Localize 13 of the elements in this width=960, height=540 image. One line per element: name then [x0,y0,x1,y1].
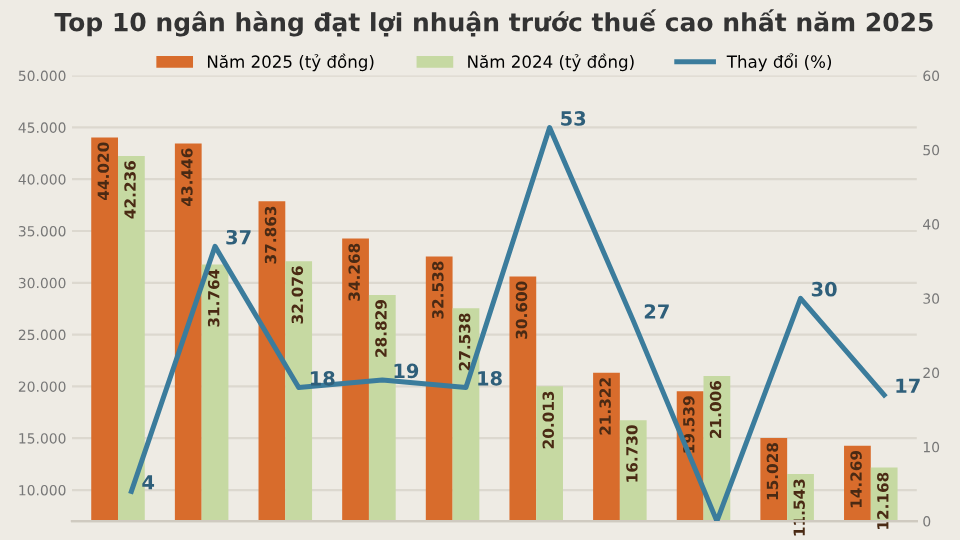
data-label: 18 [310,370,335,386]
legend-label: Thay đổi (%) [726,53,832,72]
data-label: 37 [226,229,251,245]
data-label: 30 [811,281,837,297]
data-label: 19 [394,363,419,379]
data-label: 53 [561,111,586,126]
data-label: 18 [478,370,502,386]
data-label: 4 [142,475,155,490]
legend-label: Năm 2024 (tỷ đồng) [468,53,634,72]
data-label: 27 [644,304,669,319]
chart-title: Top 10 ngân hàng đạt lợi nhuận trước thuế cao nhất năm 2025 [54,9,933,37]
legend-label: Năm 2025 (tỷ đồng) [207,53,374,72]
data-label: 17 [896,378,920,393]
